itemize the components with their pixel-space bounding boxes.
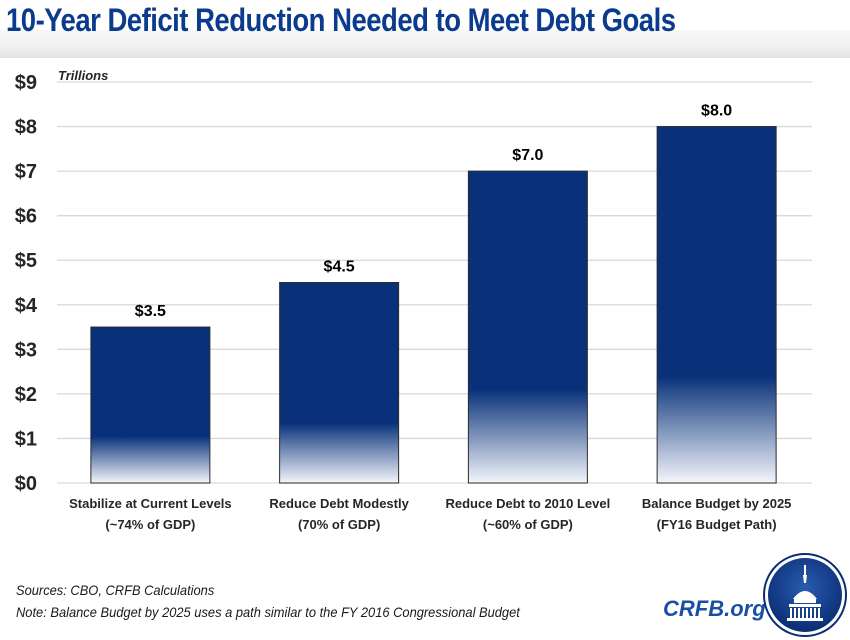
category-label: (FY16 Budget Path) xyxy=(657,517,777,532)
bar-chart: $0$1$2$3$4$5$6$7$8$9 Trillions $3.5$4.5$… xyxy=(15,68,812,532)
y-tick-label: $4 xyxy=(15,295,38,317)
capitol-dome-logo-icon xyxy=(763,553,847,637)
header-band xyxy=(0,30,850,58)
data-label: $7.0 xyxy=(512,147,543,164)
category-label: Reduce Debt to 2010 Level xyxy=(446,496,611,511)
data-label: $8.0 xyxy=(701,103,732,120)
category-labels: Stabilize at Current Levels (~74% of GDP)… xyxy=(69,496,791,532)
bar xyxy=(467,170,588,484)
data-labels: $3.5 $4.5 $7.0 $8.0 xyxy=(135,103,732,320)
y-axis-unit-label: Trillions xyxy=(58,68,108,83)
bar xyxy=(90,326,211,484)
data-label: $4.5 xyxy=(324,259,355,276)
category-label: Stabilize at Current Levels xyxy=(69,496,232,511)
y-tick-label: $1 xyxy=(15,428,37,450)
y-tick-label: $6 xyxy=(15,206,37,228)
y-tick-label: $2 xyxy=(15,384,37,406)
category-label: Balance Budget by 2025 xyxy=(642,496,792,511)
y-tick-label: $7 xyxy=(15,161,37,183)
y-axis-ticks: $0 $1 $2 $3 $4 $5 $6 $7 $8 $9 xyxy=(15,72,38,495)
y-tick-label: $8 xyxy=(15,117,37,139)
sources-text: Sources: CBO, CRFB Calculations xyxy=(16,582,215,598)
category-label: (~60% of GDP) xyxy=(483,517,573,532)
category-label: (~74% of GDP) xyxy=(105,517,195,532)
bars xyxy=(90,126,777,484)
bar xyxy=(279,282,400,484)
data-label: $3.5 xyxy=(135,303,166,320)
y-tick-label: $5 xyxy=(15,250,37,272)
brand-link[interactable]: CRFB.org xyxy=(663,596,766,621)
category-label: (70% of GDP) xyxy=(298,517,380,532)
chart-title: 10-Year Deficit Reduction Needed to Meet… xyxy=(6,2,676,38)
note-text: Note: Balance Budget by 2025 uses a path… xyxy=(16,604,520,620)
y-tick-label: $3 xyxy=(15,339,37,361)
y-tick-label: $9 xyxy=(15,72,37,94)
category-label: Reduce Debt Modestly xyxy=(269,496,409,511)
y-tick-label: $0 xyxy=(15,473,37,495)
bar xyxy=(656,126,777,484)
